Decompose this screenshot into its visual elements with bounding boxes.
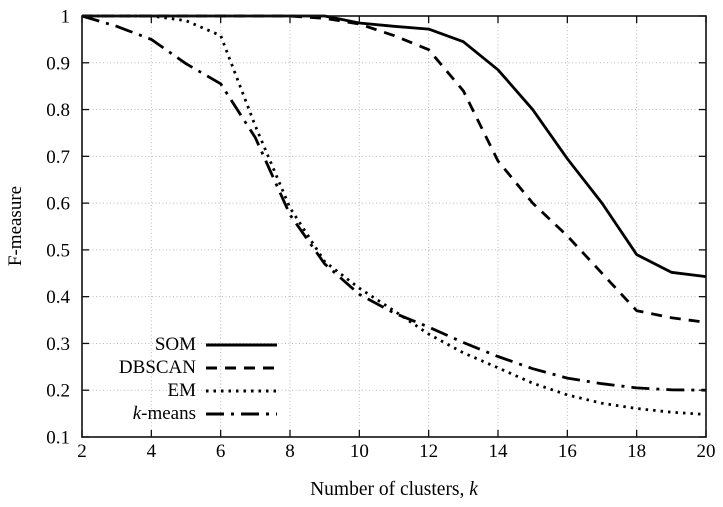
x-tick-label: 16 xyxy=(558,441,577,462)
som-line xyxy=(82,14,707,278)
y-tick-label: 0.6 xyxy=(46,194,70,215)
legend-line-sample-dbscan xyxy=(206,366,277,369)
x-axis-title-text: Number of clusters, xyxy=(310,479,470,500)
legend: SOM DBSCAN EM k-means xyxy=(80,333,277,425)
y-axis-title: F-measure xyxy=(5,185,26,267)
legend-line-sample-kmeans xyxy=(206,412,277,415)
x-tick-label: 20 xyxy=(697,441,716,462)
legend-entry-kmeans: k-means xyxy=(80,402,277,425)
x-tick-label: 4 xyxy=(147,441,157,462)
series-em xyxy=(82,14,707,416)
y-tick-label: 0.4 xyxy=(46,287,70,308)
legend-line-sample-em xyxy=(206,389,277,392)
x-tick-label: 14 xyxy=(489,441,509,462)
dbscan-line xyxy=(82,14,707,324)
y-tick-label: 1 xyxy=(61,7,71,28)
y-tick-label: 0.7 xyxy=(46,147,70,168)
legend-entry-som: SOM xyxy=(80,333,277,356)
legend-entry-em: EM xyxy=(80,379,277,402)
series-dbscan xyxy=(82,14,707,324)
x-tick-label: 8 xyxy=(285,441,295,462)
legend-label-kmeans-rest: -means xyxy=(141,403,196,424)
em-line xyxy=(82,14,707,416)
legend-label-kmeans-italic-k: k xyxy=(132,403,142,424)
x-tick-label: 12 xyxy=(419,441,438,462)
kmeans-line xyxy=(81,14,707,392)
y-tick-labels: 0.1 0.2 0.3 0.4 0.5 0.6 0.7 0.8 0.9 1 xyxy=(46,7,70,449)
tick-marks xyxy=(81,15,707,438)
plot-border xyxy=(81,15,707,438)
legend-label-kmeans: k-means xyxy=(80,402,196,425)
y-tick-label: 0.9 xyxy=(46,53,70,74)
y-tick-label: 0.8 xyxy=(46,100,70,121)
legend-label-dbscan: DBSCAN xyxy=(118,357,196,378)
x-tick-label: 2 xyxy=(77,441,87,462)
y-tick-label: 0.2 xyxy=(46,381,70,402)
y-tick-label: 0.1 xyxy=(46,428,70,449)
legend-label-som: SOM xyxy=(154,334,196,355)
x-axis-title-italic-k: k xyxy=(469,479,478,500)
series-som xyxy=(82,14,707,278)
legend-entry-dbscan: DBSCAN xyxy=(80,356,277,379)
legend-line-sample-som xyxy=(206,343,277,346)
x-axis-title: Number of clusters, k xyxy=(310,479,478,501)
x-tick-label: 10 xyxy=(350,441,369,462)
y-tick-label: 0.5 xyxy=(46,240,70,261)
series-kmeans xyxy=(81,14,707,392)
x-tick-label: 6 xyxy=(216,441,226,462)
y-tick-label: 0.3 xyxy=(46,334,70,355)
legend-label-em: EM xyxy=(167,380,197,401)
x-tick-labels: 2 4 6 8 10 12 14 16 18 20 xyxy=(77,441,715,462)
x-tick-label: 18 xyxy=(627,441,646,462)
